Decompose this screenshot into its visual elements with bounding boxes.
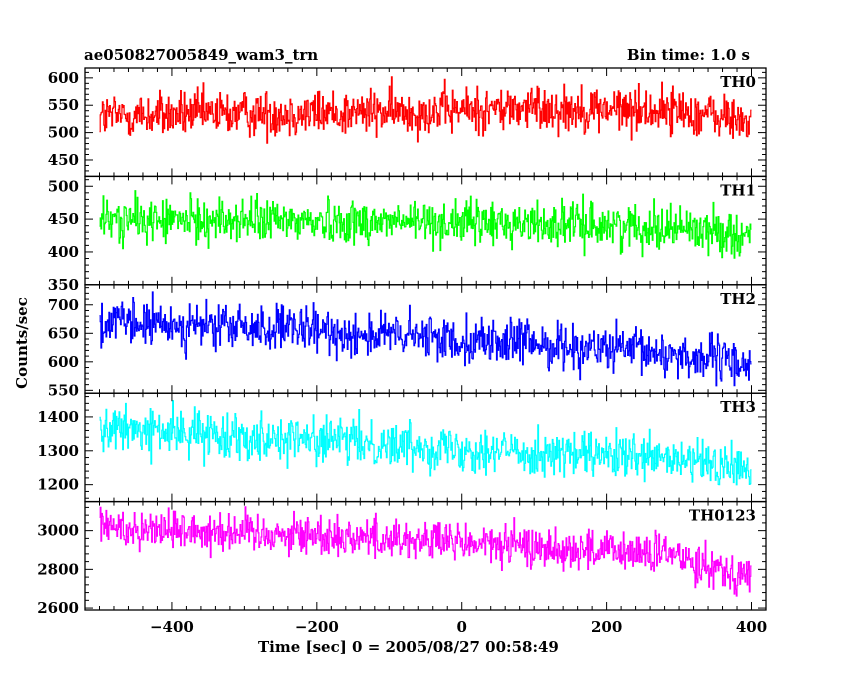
y-tick-label: 1300: [37, 442, 79, 460]
y-tick-label: 400: [48, 243, 79, 261]
x-tick-label: 400: [736, 618, 767, 636]
x-tick-label: 200: [591, 618, 622, 636]
panel-label: TH1: [720, 181, 756, 199]
panel-th0: 450 500 550 600 TH0: [48, 67, 767, 178]
chart-title: ae050827005849_wam3_trn: [84, 46, 319, 64]
y-tick-label: 600: [48, 353, 79, 371]
panel-label: TH3: [720, 398, 756, 416]
y-tick-label: 550: [48, 96, 79, 114]
series-th0123: [99, 506, 752, 597]
y-tick-label: 650: [48, 324, 79, 342]
series-th3: [99, 400, 752, 486]
y-tick-label: 2800: [37, 560, 79, 578]
y-tick-label: 500: [48, 177, 79, 195]
panel-frame: [84, 392, 767, 503]
x-tick-label: −400: [150, 618, 194, 636]
panel-label: TH2: [720, 290, 756, 308]
panel-th3: 1200 1300 1400 TH3: [37, 392, 767, 503]
y-tick-label: 500: [48, 124, 79, 142]
y-tick-label: 450: [48, 210, 79, 228]
y-tick-label: 2600: [37, 599, 79, 617]
y-tick-label: 700: [48, 296, 79, 314]
y-tick-label: 3000: [37, 522, 79, 540]
y-tick-label: 550: [48, 381, 79, 399]
panel-th1: 350 400 450 500 TH1: [48, 175, 767, 294]
series-th2: [99, 291, 752, 387]
x-tick-label: 0: [457, 618, 467, 636]
x-axis-label: Time [sec] 0 = 2005/08/27 00:58:49: [258, 638, 559, 656]
series-th0: [99, 76, 752, 144]
y-tick-label: 350: [48, 276, 79, 294]
panel-frame: [84, 500, 767, 611]
y-tick-label: 1200: [37, 476, 79, 494]
panel-label: TH0123: [689, 507, 756, 525]
series-th1: [99, 190, 752, 259]
panel-th2: 550 600 650 700 TH2: [48, 284, 767, 399]
bin-time-label: Bin time: 1.0 s: [626, 46, 750, 64]
panel-th0123: 2600 2800 3000 TH0123: [37, 500, 767, 617]
y-axis-label: Counts/sec: [13, 297, 31, 389]
x-tick-label: −200: [295, 618, 339, 636]
y-tick-label: 1400: [37, 408, 79, 426]
y-tick-label: 600: [48, 69, 79, 87]
panel-label: TH0: [720, 73, 756, 91]
y-tick-label: 450: [48, 151, 79, 169]
